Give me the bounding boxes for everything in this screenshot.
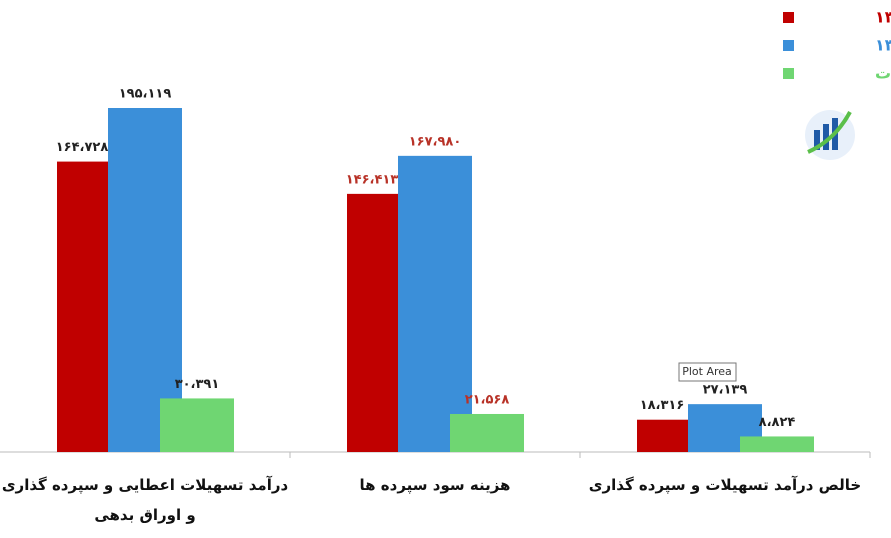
logo-icon: [805, 110, 855, 160]
logo-arrow: [807, 111, 852, 154]
logo-bar: [814, 130, 820, 150]
bar: [450, 413, 524, 452]
value-label: ۱۸،۳۱۶: [640, 398, 685, 413]
value-label: ۲۷،۱۳۹: [703, 383, 748, 398]
legend-swatch: [783, 40, 794, 51]
bar: [108, 108, 182, 452]
bar: [398, 155, 472, 452]
x-tick-label: خالص درآمد تسهیلات و سپرده گذاری: [588, 476, 862, 494]
bar: [740, 436, 814, 452]
value-label: ۱۴۶،۴۱۳: [346, 172, 399, 187]
bar: [160, 398, 234, 452]
tooltip-box: [678, 362, 737, 382]
tooltip: Plot Area: [682, 365, 732, 378]
logo-bar: [823, 124, 829, 150]
legend-label: سال ۱۳۹۷: [875, 8, 891, 27]
value-label: ۱۹۵،۱۱۹: [119, 87, 172, 102]
value-label: ۳۰،۳۹۱: [175, 377, 220, 392]
value-label: ۸،۸۲۴: [759, 415, 796, 430]
value-label: ۲۱،۵۶۸: [465, 392, 510, 407]
value-label: ۱۶۴،۷۲۸: [56, 140, 109, 155]
legend-swatch: [783, 12, 794, 23]
x-tick-label: درآمد تسهیلات اعطایی و سپرده گذاری و اور…: [1, 476, 289, 524]
x-tick-label: هزینه سود سپرده ها: [359, 476, 511, 494]
legend-label: تغییرات: [875, 64, 891, 83]
value-label: ۱۶۷،۹۸۰: [409, 134, 462, 149]
legend-label: سال ۱۳۹۸: [875, 36, 891, 55]
legend-swatch: [783, 68, 794, 79]
